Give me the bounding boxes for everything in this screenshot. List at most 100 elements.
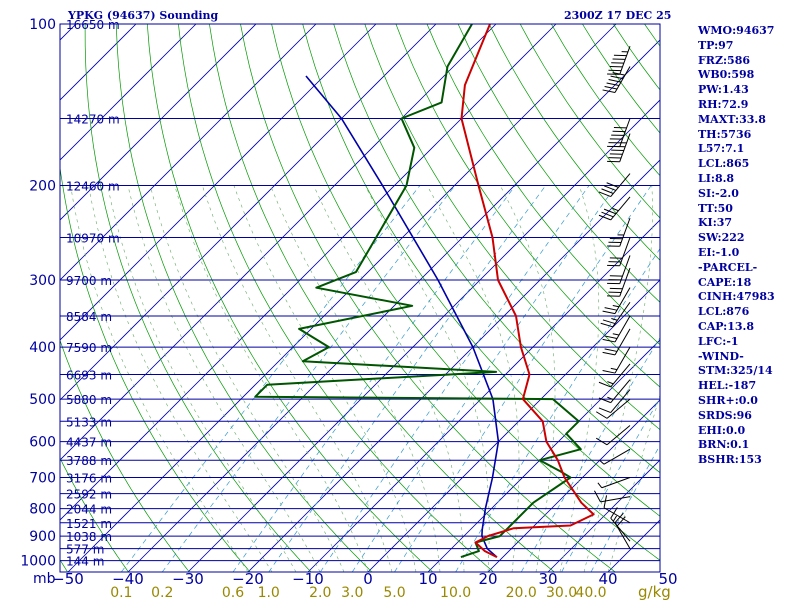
mixing-ratio-line bbox=[351, 185, 617, 572]
mixing-ratio-line bbox=[232, 185, 516, 572]
moist-adiabat-line bbox=[149, 185, 345, 572]
mixing-ratio-tick-label: 3.0 bbox=[341, 585, 363, 600]
wind-barb bbox=[598, 379, 631, 404]
index-item: MAXT:33.8 bbox=[698, 112, 766, 126]
mixing-ratio-tick-label: 5.0 bbox=[383, 585, 405, 600]
isotherm-line bbox=[60, 24, 317, 281]
height-label: 9700 m bbox=[66, 274, 112, 288]
moist-adiabat-line bbox=[127, 185, 321, 572]
dry-adiabat-line bbox=[60, 457, 129, 572]
index-item: CINH:47983 bbox=[698, 290, 775, 304]
wind-barb bbox=[598, 196, 631, 221]
isotherm-line bbox=[60, 24, 197, 161]
pressure-tick-label: 700 bbox=[29, 471, 56, 487]
wind-barb bbox=[607, 217, 631, 247]
wind-barbs bbox=[593, 46, 631, 549]
wind-barb bbox=[598, 363, 631, 388]
wind-barb bbox=[602, 66, 631, 93]
moist-adiabat-line bbox=[364, 185, 490, 572]
pressure-tick-label: 900 bbox=[29, 529, 56, 545]
mixing-ratio-line bbox=[455, 248, 660, 572]
dry-adiabat-line bbox=[60, 559, 68, 572]
wind-barb bbox=[603, 495, 631, 524]
height-label: 10970 m bbox=[66, 232, 120, 246]
mixing-ratio-tick-label: 40.0 bbox=[575, 585, 606, 600]
wind-barb bbox=[607, 267, 631, 297]
index-item: WMO:94637 bbox=[698, 24, 775, 37]
mixing-ratio-unit-label: g/kg bbox=[638, 583, 671, 600]
mixing-ratio-line bbox=[161, 185, 456, 572]
isotherm-line bbox=[67, 24, 617, 572]
moist-adiabat-line bbox=[607, 394, 660, 572]
index-item: EI:-1.0 bbox=[698, 245, 740, 259]
temperature-tick-label: −10 bbox=[292, 570, 324, 588]
index-item: RH:72.9 bbox=[698, 97, 749, 111]
pressure-axis: 100 200 300 400 500 600 700 800 900 1000 bbox=[20, 17, 56, 570]
index-item: SW:222 bbox=[698, 231, 745, 245]
index-item: LCL:876 bbox=[698, 305, 750, 319]
wind-barb bbox=[607, 237, 631, 267]
wind-barb bbox=[598, 173, 631, 198]
index-item: BSHR:153 bbox=[698, 453, 762, 467]
mixing-ratio-tick-label: 2.0 bbox=[309, 585, 331, 600]
wind-barb bbox=[593, 490, 631, 503]
wind-barb bbox=[602, 287, 631, 315]
isotherm-line bbox=[60, 24, 257, 221]
wind-barb bbox=[610, 507, 631, 542]
dry-adiabat-line bbox=[209, 24, 555, 572]
height-label: 4437 m bbox=[66, 436, 112, 450]
isotherm-line bbox=[427, 339, 660, 572]
index-item: STM:325/14 bbox=[698, 364, 773, 378]
temperature-axis: −50 −40 −30 −20 −10 0 10 20 30 40 50 bbox=[52, 570, 677, 588]
index-item: SHR+:0.0 bbox=[698, 393, 758, 407]
temperature-tick-label: 0 bbox=[363, 570, 373, 588]
height-label: 5880 m bbox=[66, 393, 112, 407]
temperature-tick-label: −20 bbox=[232, 570, 264, 588]
wind-barb bbox=[602, 328, 631, 356]
temperature-trace-line bbox=[460, 24, 595, 558]
wind-barb bbox=[595, 425, 631, 446]
wind-barb bbox=[597, 477, 631, 489]
isotherm-line bbox=[0, 24, 16, 572]
dry-adiabat-line bbox=[302, 24, 660, 517]
temperature-tick-label: 50 bbox=[658, 570, 677, 588]
height-labels: 16650 m 14270 m 12460 m 10970 m 9700 m 8584 m… bbox=[66, 18, 120, 569]
mixing-ratio-line bbox=[520, 337, 660, 572]
height-label: 12460 m bbox=[66, 180, 120, 194]
index-item: L57:7.1 bbox=[698, 142, 745, 156]
height-label: 3788 m bbox=[66, 454, 112, 468]
height-label: 7590 m bbox=[66, 341, 112, 355]
dry-adiabat-line bbox=[488, 24, 660, 261]
dry-adiabat-line bbox=[395, 24, 660, 388]
mixing-ratio-line bbox=[268, 185, 546, 572]
isotherm-line bbox=[307, 219, 660, 572]
index-item: CAPE:18 bbox=[698, 275, 752, 289]
isotherm-line bbox=[60, 24, 377, 341]
pressure-tick-label: 1000 bbox=[20, 554, 56, 570]
wind-barb bbox=[595, 398, 631, 419]
wind-barb bbox=[602, 346, 631, 374]
temperature-tick-label: 30 bbox=[538, 570, 557, 588]
isotherm-line bbox=[247, 159, 660, 572]
pressure-tick-label: 600 bbox=[29, 435, 56, 451]
moist-adiabat-line bbox=[583, 185, 653, 572]
index-item: SI:-2.0 bbox=[698, 186, 739, 200]
moist-adiabat-line bbox=[426, 185, 520, 572]
temperature-tick-label: 20 bbox=[478, 570, 497, 588]
dry-adiabat-line bbox=[240, 24, 616, 572]
pressure-unit-label: mb bbox=[33, 571, 56, 587]
wind-barb bbox=[598, 448, 631, 465]
isotherm-line bbox=[127, 39, 660, 572]
temperature-tick-label: 40 bbox=[598, 570, 617, 588]
index-item: HEL:-187 bbox=[698, 379, 757, 393]
height-label: 1521 m bbox=[66, 517, 112, 531]
mixing-ratio-line bbox=[561, 397, 660, 572]
index-item: WB0:598 bbox=[698, 68, 755, 82]
height-label: 1038 m bbox=[66, 530, 112, 544]
index-item: LFC:-1 bbox=[698, 334, 739, 348]
pressure-tick-label: 200 bbox=[29, 179, 56, 195]
temperature-tick-label: −30 bbox=[172, 570, 204, 588]
height-label: 6693 m bbox=[66, 369, 112, 383]
mixing-ratio-tick-label: 0.2 bbox=[151, 585, 173, 600]
isotherm-line bbox=[60, 24, 497, 461]
